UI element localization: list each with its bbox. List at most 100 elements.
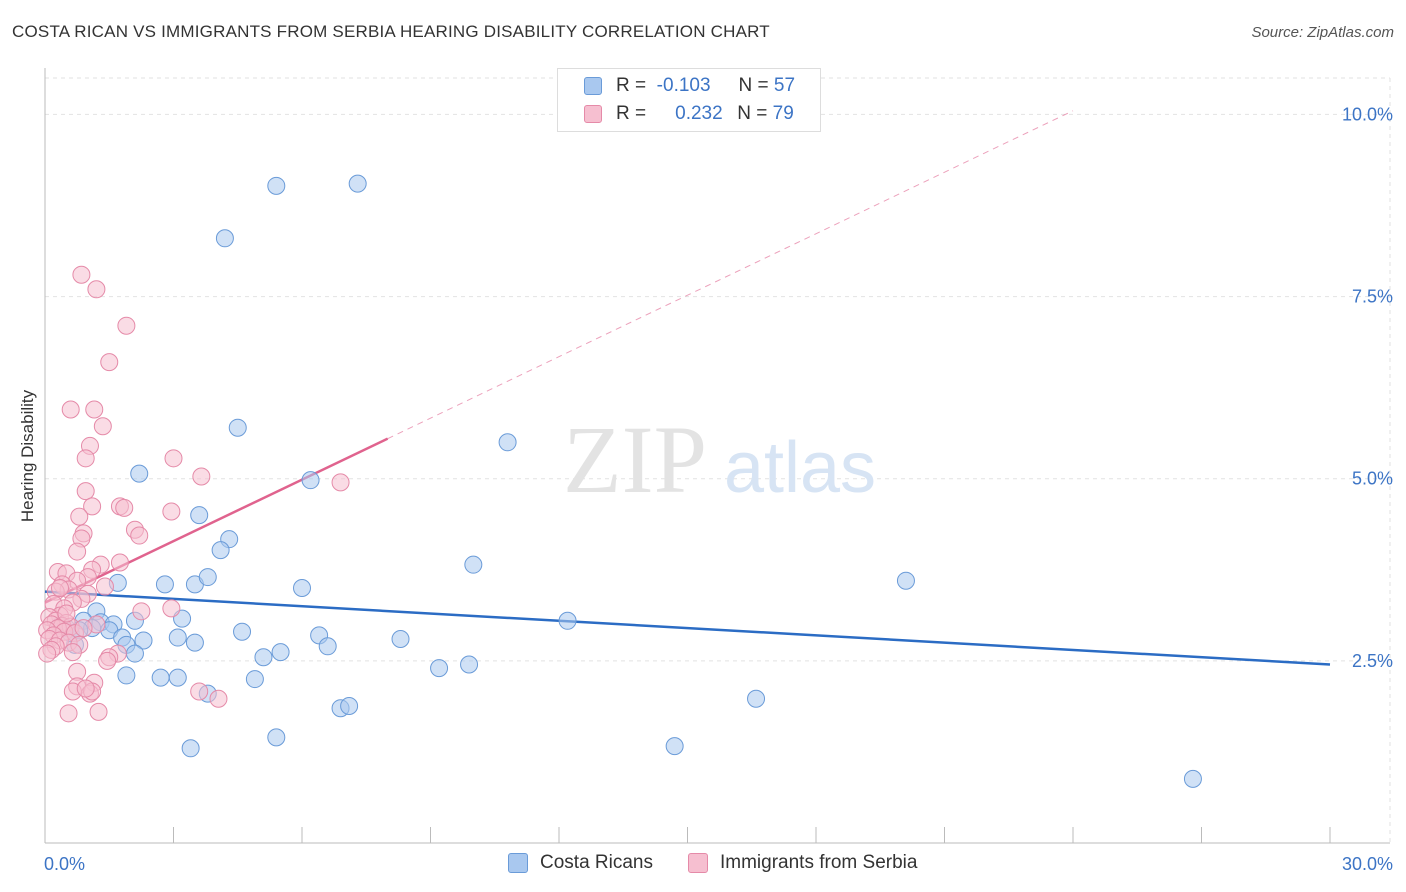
legend-r-label: R = [616,75,647,96]
costa-rican-point-7 [190,506,209,525]
serbia-point-74 [76,679,95,698]
x-tick-label-1: 30.0% [1342,854,1393,874]
trend-lines [44,110,1331,666]
bottom-legend-swatch-serbia [688,853,708,873]
costa-rican-point-47 [340,697,359,716]
serbia-point-31 [95,577,114,596]
serbia-point-6 [93,417,112,436]
costa-rican-point-0 [267,176,286,195]
serbia-point-78 [57,604,76,623]
y-tick-label-0: 2.5% [1352,651,1393,671]
serbia-point-9 [164,449,183,468]
costa-rican-point-49 [267,728,286,747]
source-label: Source: ZipAtlas.com [1251,24,1394,41]
serbia-point-71 [209,689,228,708]
costa-rican-point-41 [151,668,170,687]
serbia-point-13 [83,497,102,516]
serbia-point-23 [110,553,129,572]
serbia-point-1 [87,280,106,299]
serbia-point-4 [61,400,80,419]
serbia-point-22 [68,542,87,561]
costa-rican-point-36 [271,643,290,662]
bottom-legend-label-serbia: Immigrants from Serbia [720,852,918,873]
costa-rican-point-10 [464,555,483,574]
serbia-point-59 [63,643,82,662]
costa-rican-point-16 [558,611,577,630]
costa-rican-point-13 [198,568,217,587]
serbia-point-77 [74,619,93,638]
costa-rican-point-17 [155,575,174,594]
costa-rican-point-2 [215,229,234,248]
x-tick-labels: 0.0% 30.0% [44,854,1393,874]
serbia-point-73 [89,702,108,721]
y-tick-label-2: 7.5% [1352,287,1393,307]
costa-rican-point-50 [665,737,684,756]
correlation-legend: R = -0.103 N = 57 R = 0.232 N = 79 [557,68,821,132]
bottom-legend-costa-ricans: Costa Ricans [508,852,653,874]
serbia-point-39 [132,602,151,621]
serbia-point-61 [38,644,57,663]
bottom-legend-swatch-costa-ricans [508,853,528,873]
costa-rican-point-4 [498,433,517,452]
costa-rican-point-45 [747,689,766,708]
legend-r-value: 0.232 [675,103,723,124]
serbia-point-2 [117,316,136,335]
costa-rican-point-37 [254,648,273,667]
serbia-point-5 [85,400,104,419]
y-tick-labels: 2.5% 5.0% 7.5% 10.0% [1342,104,1393,670]
costa-rican-point-5 [130,464,149,483]
trend-line-0 [44,590,1331,666]
serbia-point-10 [192,467,211,486]
costa-rican-point-29 [168,628,187,647]
costa-rican-point-32 [185,633,204,652]
serbia-point-3 [100,353,119,372]
serbia-point-16 [162,502,181,521]
watermark-atlas: atlas [724,428,876,508]
costa-rican-point-42 [168,668,187,687]
trend-line-1 [44,437,389,604]
serbia-point-40 [162,599,181,618]
legend-r-value: -0.103 [656,75,711,96]
costa-rican-point-48 [181,739,200,758]
serbia-point-70 [190,682,209,701]
bottom-legend-label-costa-ricans: Costa Ricans [540,852,653,873]
costa-rican-point-39 [460,655,479,674]
serbia-point-75 [50,579,69,597]
costa-rican-point-51 [1183,769,1202,788]
serbia-point-17 [70,507,89,526]
legend-n-value: 57 [773,75,796,96]
x-tick-label-0: 0.0% [44,854,85,874]
serbia-point-8 [76,449,95,468]
legend-n-value: 79 [772,103,794,124]
serbia-point-20 [130,526,149,545]
y-tick-label-3: 10.0% [1342,104,1393,124]
legend-swatch-serbia [584,105,602,123]
costa-rican-point-6 [301,471,320,490]
serbia-point-11 [331,473,350,492]
costa-rican-point-38 [430,659,449,678]
legend-row-costa-ricans: R = -0.103 N = 57 [584,73,795,99]
grid-lines [45,77,1391,843]
serbia-point-12 [76,482,95,501]
bottom-legend-serbia: Immigrants from Serbia [688,852,917,874]
costa-rican-point-30 [391,630,410,648]
watermark-zip: ZIP [563,406,707,513]
costa-rican-point-31 [134,631,153,650]
serbia-point-72 [59,704,78,723]
serbia-point-63 [98,651,117,670]
costa-rican-point-35 [318,637,337,656]
legend-swatch-costa-ricans [584,77,602,95]
legend-row-serbia: R = 0.232 N = 79 [584,101,794,127]
legend-n-label: N = [737,103,768,124]
costa-rican-point-15 [896,571,915,590]
legend-r-label: R = [616,103,647,124]
costa-rican-point-26 [233,622,252,641]
costa-rican-point-52 [125,644,144,663]
serbia-point-0 [72,265,91,284]
costa-rican-point-9 [211,541,230,560]
costa-rican-point-1 [348,174,367,193]
costa-rican-point-14 [293,579,311,597]
legend-n-label: N = [738,75,769,96]
trend-line-extended-1 [387,110,1074,440]
